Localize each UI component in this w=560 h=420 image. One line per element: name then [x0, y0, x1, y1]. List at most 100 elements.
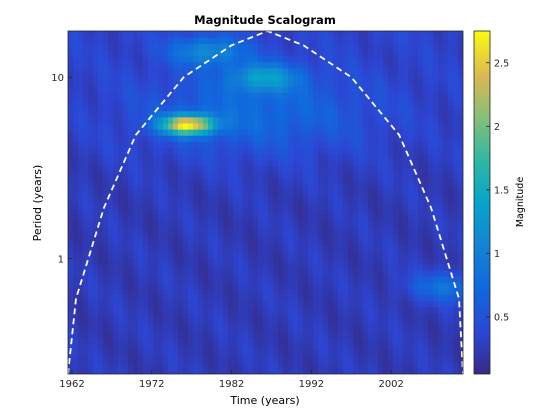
heatmap-cell	[368, 165, 374, 173]
heatmap-cell	[413, 306, 419, 314]
heatmap-cell	[383, 202, 389, 210]
heatmap-cell	[323, 257, 329, 265]
heatmap-cell	[388, 190, 394, 197]
heatmap-cell	[123, 104, 129, 112]
heatmap-cell	[158, 80, 164, 87]
heatmap-cell	[323, 269, 329, 277]
heatmap-cell	[148, 98, 154, 106]
heatmap-cell	[78, 141, 84, 148]
heatmap-cell	[263, 300, 269, 308]
heatmap-cell	[263, 269, 269, 277]
heatmap-cell	[183, 129, 189, 136]
heatmap-cell	[248, 282, 254, 289]
heatmap-cell	[298, 116, 304, 124]
heatmap-cell	[83, 233, 89, 240]
heatmap-cell	[218, 245, 224, 253]
heatmap-cell	[193, 306, 199, 314]
heatmap-cell	[263, 92, 269, 99]
heatmap-cell	[243, 208, 249, 216]
heatmap-cell	[283, 208, 289, 216]
heatmap-cell	[188, 294, 194, 302]
heatmap-cell	[403, 61, 409, 69]
heatmap-cell	[428, 178, 434, 185]
heatmap-cell	[278, 49, 284, 57]
heatmap-cell	[128, 300, 134, 308]
heatmap-cell	[128, 159, 134, 167]
heatmap-cell	[393, 233, 399, 240]
heatmap-cell	[213, 129, 219, 136]
heatmap-cell	[323, 80, 329, 87]
heatmap-cell	[118, 325, 124, 332]
heatmap-cell	[178, 86, 184, 93]
heatmap-cell	[348, 331, 354, 338]
heatmap-cell	[88, 263, 94, 271]
heatmap-cell	[218, 129, 224, 136]
heatmap-cell	[248, 67, 254, 75]
heatmap-cell	[278, 251, 284, 259]
heatmap-cell	[258, 147, 264, 155]
heatmap-cell	[418, 80, 424, 87]
heatmap-cell	[228, 367, 234, 374]
heatmap-cell	[203, 165, 209, 173]
heatmap-cell	[353, 355, 359, 363]
heatmap-cell	[348, 325, 354, 332]
heatmap-cell	[298, 355, 304, 363]
heatmap-cell	[303, 110, 309, 118]
heatmap-cell	[203, 367, 209, 374]
heatmap-cell	[313, 165, 319, 173]
heatmap-cell	[293, 239, 299, 246]
heatmap-cell	[373, 135, 379, 142]
heatmap-cell	[323, 245, 329, 253]
heatmap-cell	[143, 349, 149, 357]
heatmap-cell	[283, 343, 289, 351]
heatmap-cell	[173, 331, 179, 338]
heatmap-cell	[408, 104, 414, 112]
heatmap-cell	[393, 294, 399, 302]
heatmap-cell	[403, 135, 409, 142]
heatmap-cell	[433, 312, 439, 320]
heatmap-cell	[103, 37, 109, 44]
heatmap-cell	[148, 288, 154, 295]
heatmap-cell	[433, 165, 439, 173]
heatmap-cell	[168, 288, 174, 295]
heatmap-cell	[173, 55, 179, 63]
heatmap-cell	[78, 159, 84, 167]
heatmap-cell	[153, 257, 159, 265]
heatmap-cell	[108, 220, 114, 228]
heatmap-cell	[103, 325, 109, 332]
heatmap-cell	[258, 331, 264, 338]
heatmap-cell	[108, 171, 114, 179]
heatmap-cell	[108, 49, 114, 57]
heatmap-cell	[118, 92, 124, 99]
heatmap-cell	[443, 178, 449, 185]
heatmap-cell	[373, 55, 379, 63]
heatmap-cell	[258, 306, 264, 314]
heatmap-cell	[348, 116, 354, 124]
heatmap-cell	[443, 165, 449, 173]
heatmap-cell	[268, 208, 274, 216]
heatmap-cell	[363, 220, 369, 228]
heatmap-cell	[243, 190, 249, 197]
heatmap-cell	[413, 116, 419, 124]
heatmap-cell	[413, 202, 419, 210]
heatmap-cell	[433, 55, 439, 63]
heatmap-cell	[93, 141, 99, 148]
heatmap-cell	[123, 196, 129, 204]
heatmap-cell	[298, 98, 304, 106]
heatmap-cell	[373, 67, 379, 75]
heatmap-cell	[333, 251, 339, 259]
heatmap-cell	[458, 300, 463, 308]
heatmap-cell	[238, 37, 244, 44]
heatmap-cell	[368, 98, 374, 106]
heatmap-cell	[188, 214, 194, 222]
heatmap-cell	[93, 288, 99, 295]
heatmap-cell	[333, 49, 339, 57]
heatmap-cell	[263, 116, 269, 124]
heatmap-cell	[223, 245, 229, 253]
heatmap-cell	[228, 37, 234, 44]
heatmap-cell	[223, 294, 229, 302]
heatmap-cell	[218, 349, 224, 357]
heatmap-cell	[253, 233, 259, 240]
heatmap-cell	[138, 239, 144, 246]
heatmap-cell	[368, 86, 374, 93]
